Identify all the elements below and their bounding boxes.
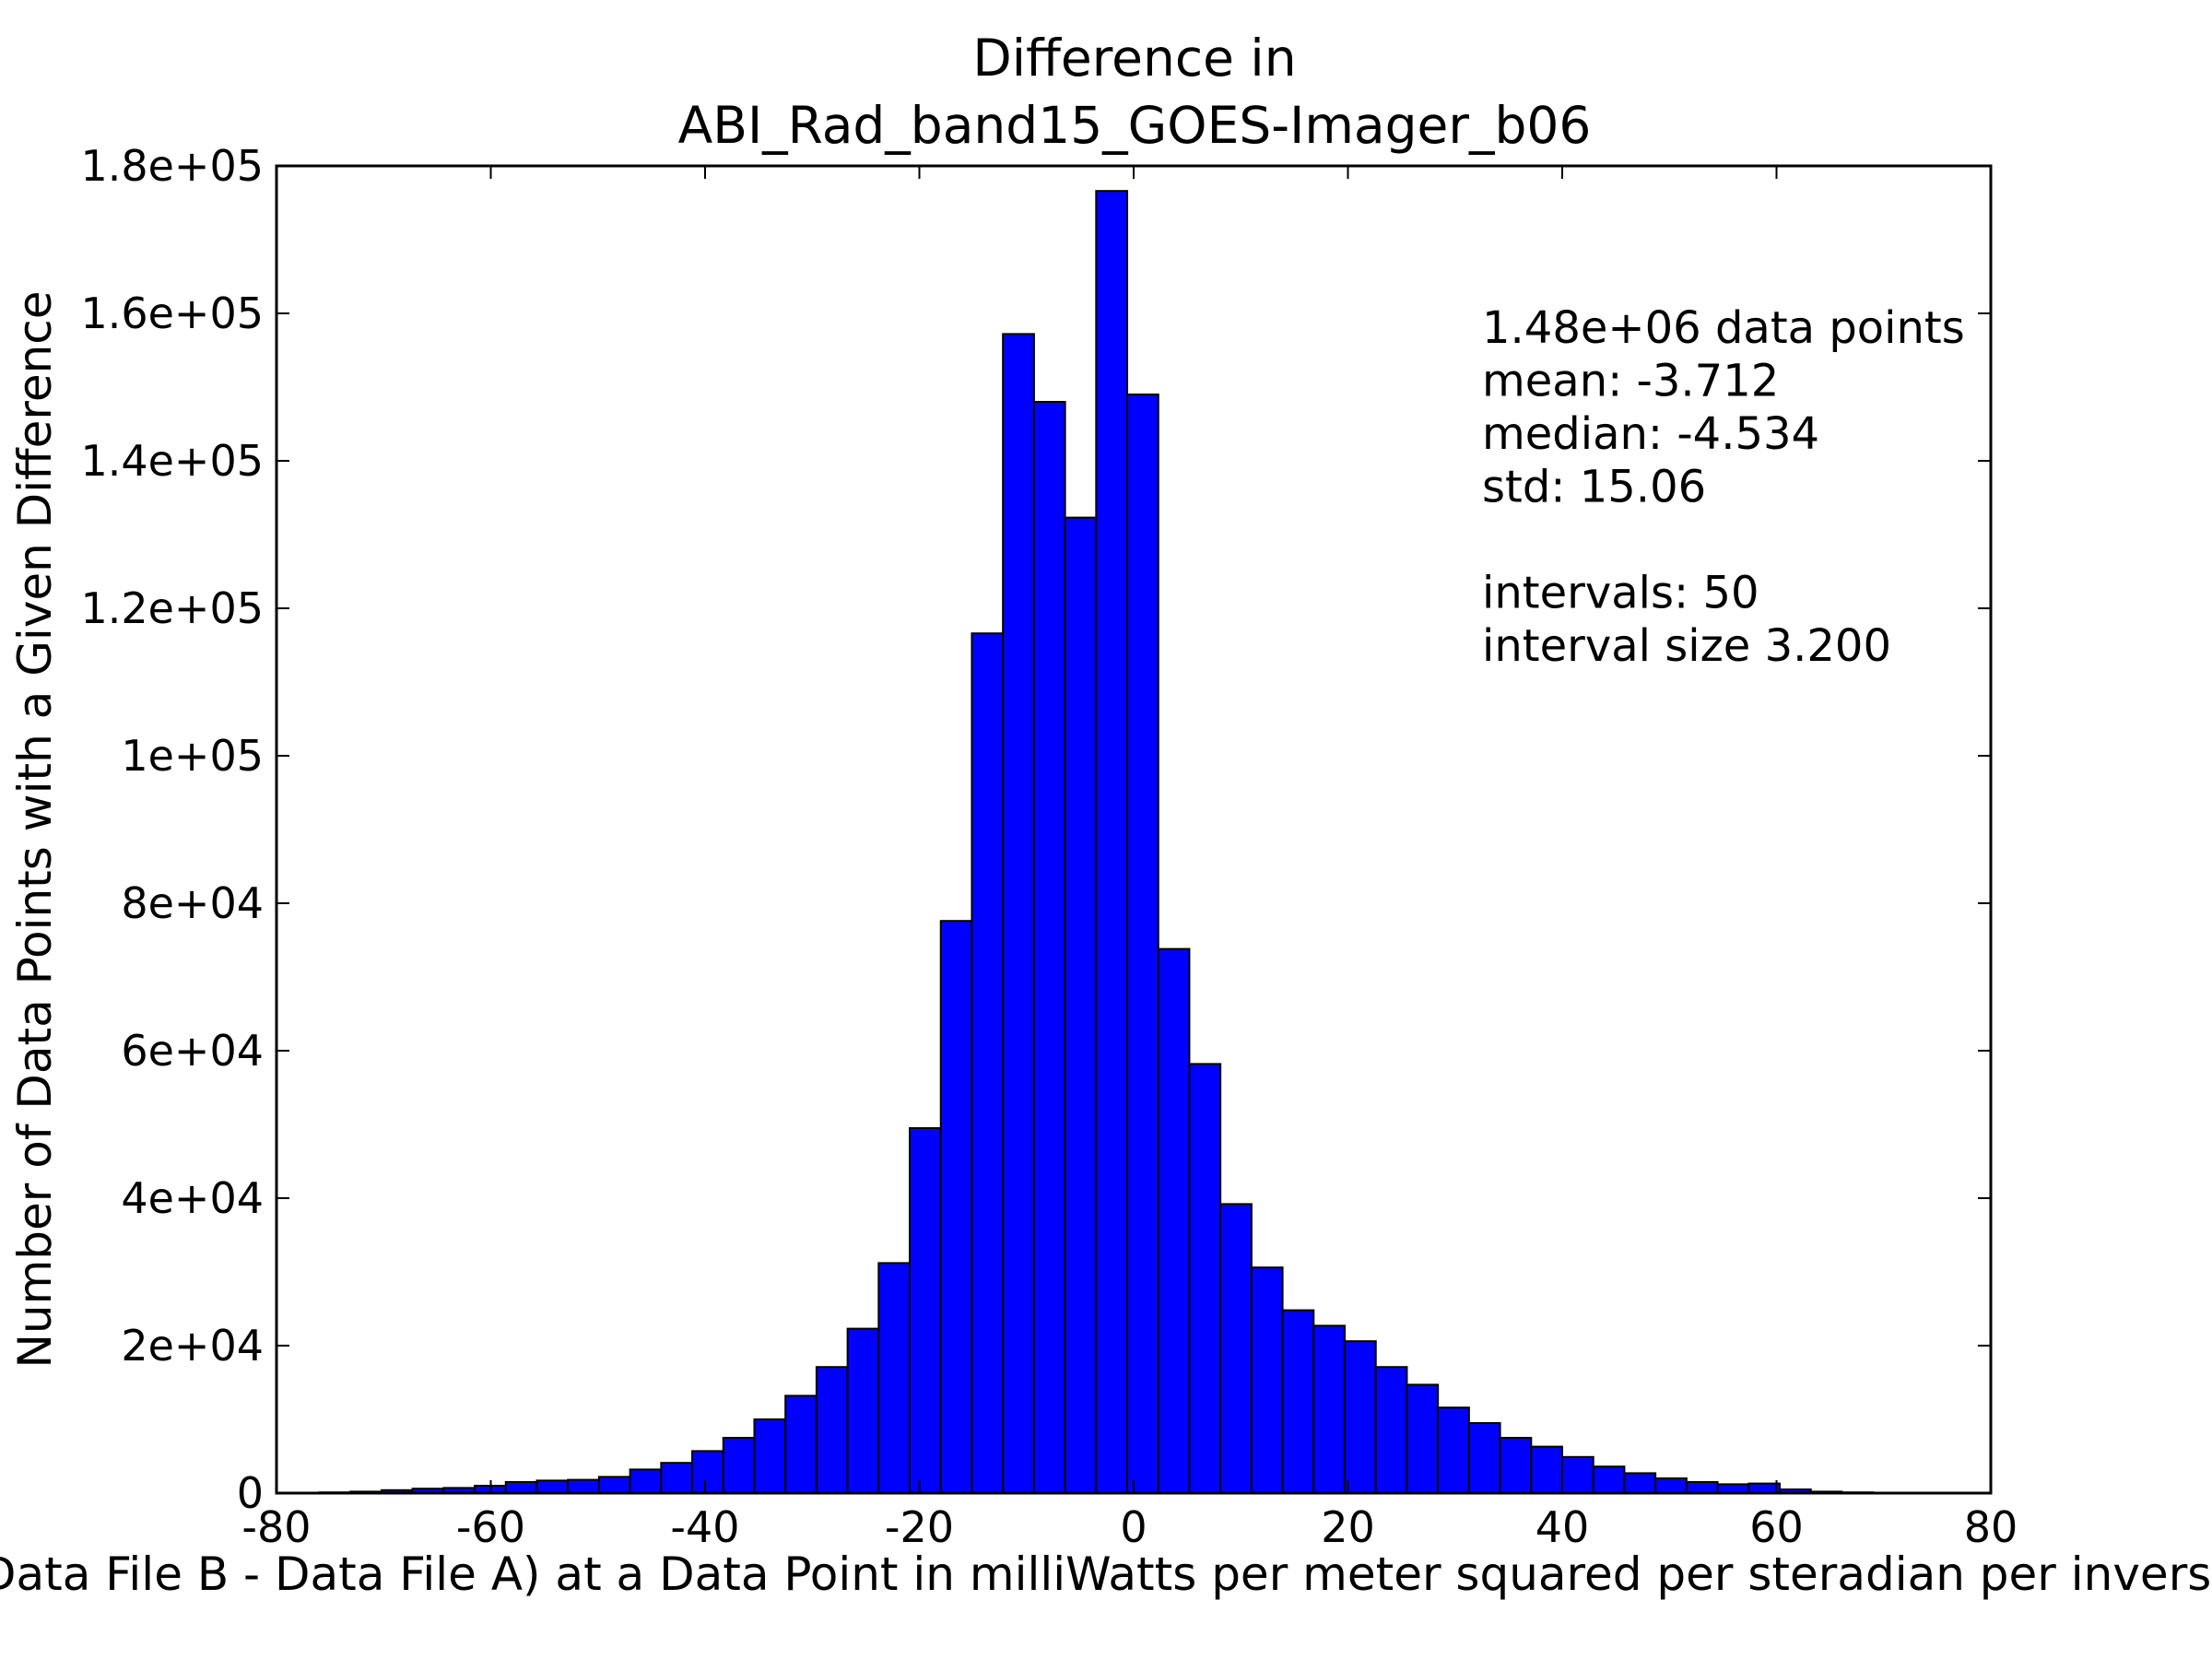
- histogram-bar: [1374, 1366, 1408, 1494]
- x-tick-label: 40: [1535, 1502, 1590, 1552]
- histogram-bar: [1467, 1422, 1501, 1494]
- x-tick-label: 80: [1964, 1502, 2018, 1552]
- histogram-bar: [846, 1327, 880, 1494]
- stats-line: median: -4.534: [1482, 408, 1819, 460]
- x-tick-label: -60: [456, 1502, 525, 1552]
- y-tick-label: 4e+04: [121, 1173, 264, 1223]
- histogram-bar: [1685, 1481, 1719, 1494]
- histogram-bar: [567, 1478, 600, 1494]
- histogram-bar: [1032, 401, 1066, 1494]
- histogram-bar: [1095, 190, 1129, 1495]
- histogram-bar: [1157, 947, 1191, 1494]
- histogram-bar: [1002, 333, 1035, 1494]
- y-tick-label: 1.4e+05: [80, 436, 264, 486]
- histogram-bar: [1126, 394, 1159, 1494]
- y-tick-label: 1.8e+05: [80, 141, 264, 191]
- histogram-bar: [753, 1418, 787, 1494]
- chart-title-line2: ABI_Rad_band15_GOES-Imager_b06: [678, 96, 1592, 155]
- histogram-bar: [1064, 516, 1098, 1494]
- histogram-bar: [597, 1476, 631, 1495]
- histogram-bar: [1561, 1455, 1594, 1495]
- x-tick-label: -80: [241, 1502, 311, 1552]
- histogram-bar: [971, 632, 1005, 1494]
- stats-line: mean: -3.712: [1482, 356, 1779, 407]
- histogram-bar: [504, 1481, 538, 1494]
- histogram-bar: [1592, 1465, 1626, 1494]
- y-tick-label: 0: [237, 1468, 264, 1518]
- histogram-bar: [877, 1262, 912, 1495]
- histogram-bar: [1188, 1063, 1222, 1495]
- histogram-bar: [1499, 1437, 1533, 1494]
- stats-line: intervals: 50: [1482, 568, 1759, 619]
- x-tick-label: 20: [1321, 1502, 1375, 1552]
- histogram-bar: [1406, 1383, 1440, 1495]
- histogram-bar: [1654, 1477, 1688, 1494]
- histogram-bar: [1437, 1406, 1470, 1494]
- histogram-bar: [660, 1462, 694, 1494]
- histogram-bar: [691, 1450, 724, 1495]
- histogram-bar: [629, 1468, 663, 1495]
- histogram-bar: [1312, 1324, 1347, 1495]
- x-tick-label: -20: [885, 1502, 954, 1552]
- y-tick-label: 6e+04: [121, 1026, 264, 1076]
- histogram-bar: [1747, 1482, 1781, 1494]
- histogram-bar: [815, 1366, 849, 1494]
- bars-group: [318, 190, 1875, 1495]
- y-tick-label: 1.6e+05: [80, 288, 264, 338]
- histogram-bar: [1219, 1203, 1253, 1495]
- stats-line: interval size 3.200: [1482, 620, 1891, 672]
- y-tick-label: 2e+04: [121, 1321, 264, 1371]
- histogram-bar: [1623, 1472, 1657, 1495]
- stats-line: std: 15.06: [1482, 462, 1706, 513]
- histogram-bar: [909, 1127, 942, 1494]
- x-tick-label: -40: [670, 1502, 739, 1552]
- histogram-bar: [939, 920, 973, 1494]
- histogram-bar: [1344, 1340, 1377, 1494]
- x-axis-label: Value of (Data File B - Data File A) at …: [0, 1547, 2212, 1601]
- x-tick-label: 0: [1120, 1502, 1147, 1552]
- histogram-bar: [1530, 1445, 1563, 1494]
- stats-line: 1.48e+06 data points: [1482, 302, 1965, 354]
- histogram-bar: [535, 1479, 570, 1495]
- x-tick-label: 60: [1749, 1502, 1804, 1552]
- chart-title-line1: Difference in: [972, 29, 1296, 88]
- histogram-bar: [1250, 1266, 1284, 1494]
- histogram-bar: [784, 1394, 818, 1495]
- plot-frame: [275, 164, 1993, 1495]
- histogram-bar: [1281, 1309, 1315, 1494]
- y-tick-label: 1.2e+05: [80, 583, 264, 633]
- y-tick-label: 1e+05: [121, 731, 264, 781]
- y-tick-label: 8e+04: [121, 878, 264, 928]
- y-axis-label: Number of Data Points with a Given Diffe…: [8, 290, 62, 1368]
- ticks-group: -80 -60 -40 -20 0 20 40 60 80 0 2e+04 4e+04 6e+04 8e+…: [80, 141, 2018, 1552]
- histogram-bar: [722, 1437, 756, 1494]
